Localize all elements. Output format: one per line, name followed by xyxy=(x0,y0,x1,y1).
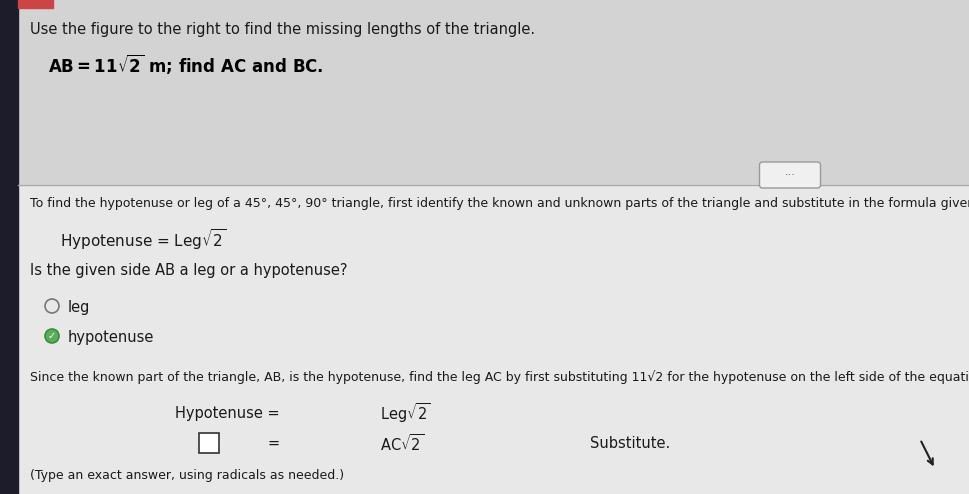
Text: Is the given side AB a leg or a hypotenuse?: Is the given side AB a leg or a hypotenu… xyxy=(30,263,348,278)
Text: ✓: ✓ xyxy=(47,331,56,341)
Text: AC$\sqrt{2}$: AC$\sqrt{2}$ xyxy=(380,433,424,453)
Text: Use the figure to the right to find the missing lengths of the triangle.: Use the figure to the right to find the … xyxy=(30,22,535,37)
Text: Substitute.: Substitute. xyxy=(590,436,671,451)
Bar xyxy=(0,185,969,494)
Text: =: = xyxy=(267,436,280,451)
Text: ···: ··· xyxy=(785,170,796,180)
FancyBboxPatch shape xyxy=(760,162,821,188)
Text: To find the hypotenuse or leg of a 45°, 45°, 90° triangle, first identify the kn: To find the hypotenuse or leg of a 45°, … xyxy=(30,197,969,210)
Bar xyxy=(0,0,969,185)
Text: $\mathbf{AB = 11\sqrt{2}}$ m; find AC and BC.: $\mathbf{AB = 11\sqrt{2}}$ m; find AC an… xyxy=(48,52,324,76)
Text: Hypotenuse = Leg$\sqrt{2}$: Hypotenuse = Leg$\sqrt{2}$ xyxy=(60,227,227,252)
Bar xyxy=(18,0,53,8)
Bar xyxy=(0,0,18,494)
Text: Hypotenuse =: Hypotenuse = xyxy=(175,406,280,420)
Text: Leg$\sqrt{2}$: Leg$\sqrt{2}$ xyxy=(380,401,430,425)
Text: leg: leg xyxy=(68,300,90,315)
Circle shape xyxy=(45,329,59,343)
Text: hypotenuse: hypotenuse xyxy=(68,330,154,345)
Text: (Type an exact answer, using radicals as needed.): (Type an exact answer, using radicals as… xyxy=(30,469,344,482)
FancyBboxPatch shape xyxy=(199,433,219,453)
Text: Since the known part of the triangle, AB, is the hypotenuse, find the leg AC by : Since the known part of the triangle, AB… xyxy=(30,370,969,384)
